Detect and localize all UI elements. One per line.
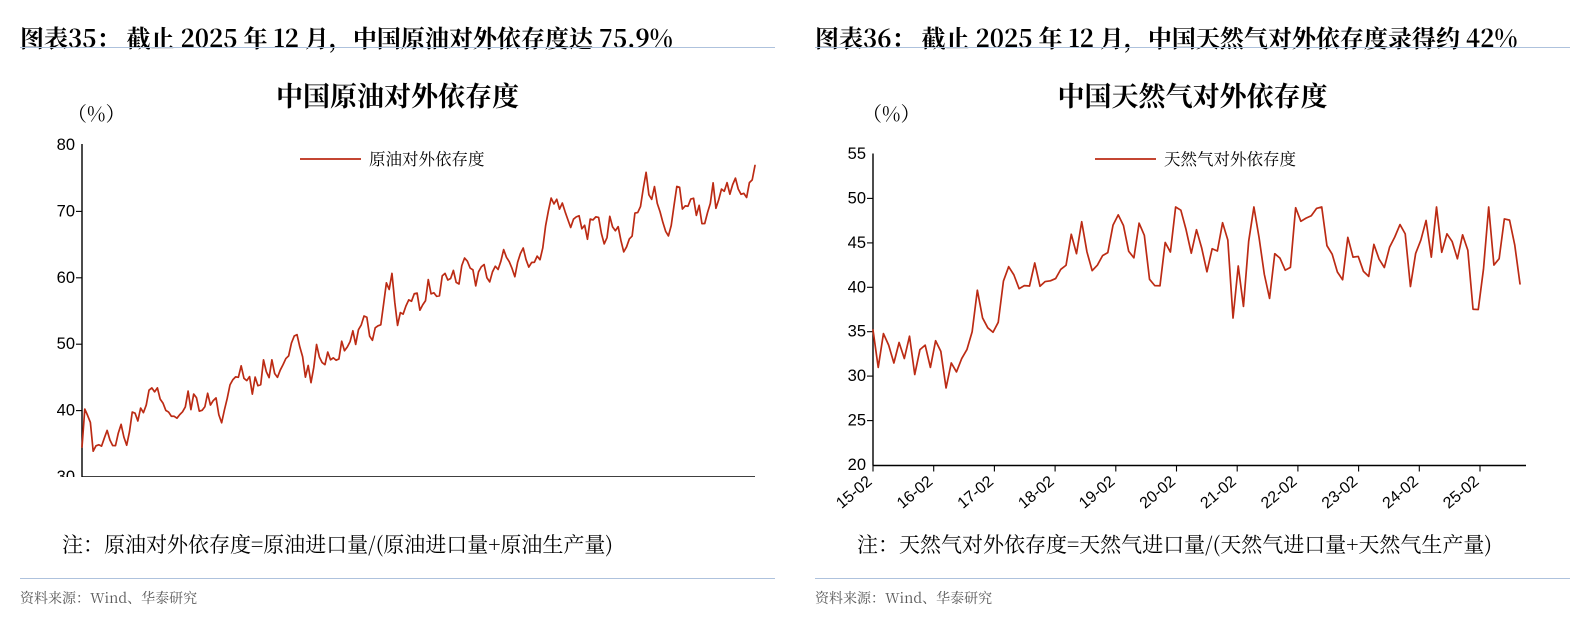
svg-text:16-02: 16-02	[894, 473, 936, 512]
svg-text:30: 30	[848, 367, 866, 385]
svg-text:25-02: 25-02	[1440, 473, 1482, 512]
svg-text:19-02: 19-02	[1076, 473, 1118, 512]
svg-text:55: 55	[848, 145, 866, 163]
svg-text:15-02: 15-02	[833, 473, 875, 512]
svg-text:17-02: 17-02	[955, 473, 997, 512]
svg-text:24-02: 24-02	[1380, 473, 1422, 512]
svg-text:原油对外依存度: 原油对外依存度	[369, 146, 485, 170]
svg-text:60: 60	[57, 269, 75, 287]
svg-text:20-02: 20-02	[1137, 473, 1179, 512]
svg-text:天然气对外依存度: 天然气对外依存度	[1164, 146, 1296, 170]
svg-text:30: 30	[57, 468, 75, 477]
svg-text:45: 45	[848, 234, 866, 252]
svg-text:25: 25	[848, 412, 866, 430]
svg-text:40: 40	[57, 402, 75, 420]
svg-text:35: 35	[848, 323, 866, 341]
svg-text:70: 70	[57, 202, 75, 220]
svg-text:23-02: 23-02	[1319, 473, 1361, 512]
svg-text:50: 50	[57, 335, 75, 353]
svg-text:22-02: 22-02	[1258, 473, 1300, 512]
svg-text:18-02: 18-02	[1015, 473, 1057, 512]
svg-text:21-02: 21-02	[1197, 473, 1239, 512]
svg-text:80: 80	[57, 136, 75, 154]
svg-text:40: 40	[848, 278, 866, 296]
svg-text:50: 50	[848, 189, 866, 207]
svg-text:20: 20	[848, 456, 866, 474]
